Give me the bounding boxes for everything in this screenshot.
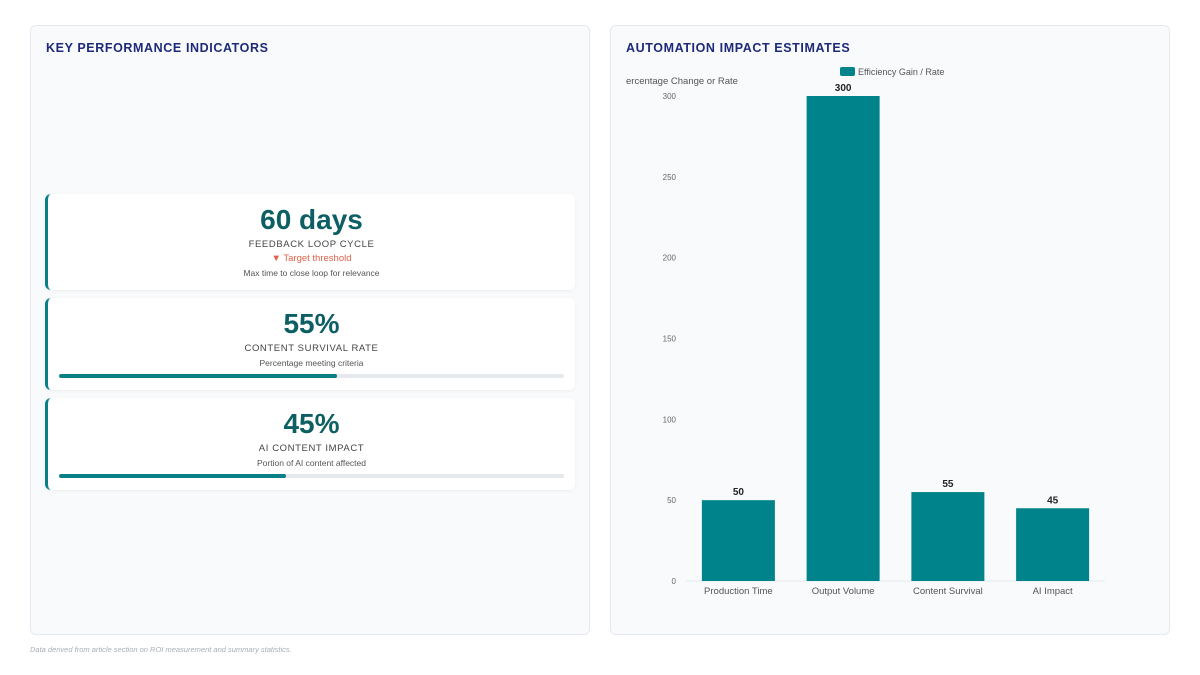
kpi-value: 60 days [260,204,363,235]
bar [701,500,775,581]
y-tick-label: 0 [672,577,677,586]
y-tick-label: 300 [663,92,677,101]
x-axis: Production Time Output Volume Content Surv… [704,586,1073,597]
kpi-card-feedback-loop: 60 days FEEDBACK LOOP CYCLE ▼ Target thr… [45,194,575,290]
y-axis: 0 50 100 150 200 250 300 [663,92,677,586]
y-tick-label: 250 [663,173,677,182]
kpi-card-content-survival: 55% CONTENT SURVIVAL RATE Percentage mee… [45,298,575,390]
progress-bar [59,474,564,478]
bar-value-label: 55 [942,479,954,490]
bar-value-label: 45 [1047,495,1059,506]
y-tick-label: 100 [663,415,677,424]
progress-fill [59,474,287,478]
y-tick-label: 200 [663,254,677,263]
legend-swatch [840,67,855,76]
footnote: Data derived from article section on ROI… [30,645,292,654]
kpi-label: CONTENT SURVIVAL RATE [244,343,379,354]
bar-series: 50 300 55 45 [701,83,1090,581]
kpi-description: Portion of AI content affected [256,458,366,468]
kpi-trend: ▼ Target threshold [271,253,352,264]
x-tick-label: Output Volume [812,586,875,597]
bar-value-label: 300 [835,83,852,94]
kpi-label: FEEDBACK LOOP CYCLE [248,239,375,250]
x-tick-label: Content Survival [913,586,983,597]
y-tick-label: 150 [663,335,677,344]
kpi-description: Percentage meeting criteria [259,358,364,368]
kpi-value: 55% [283,308,340,339]
x-tick-label: AI Impact [1033,586,1073,597]
kpi-label: AI CONTENT IMPACT [258,443,365,454]
progress-bar [59,374,564,378]
bar [1016,508,1090,581]
kpi-description: Max time to close loop for relevance [243,268,380,278]
kpi-panel-title: KEY PERFORMANCE INDICATORS [46,41,269,55]
chart-panel-title: AUTOMATION IMPACT ESTIMATES [626,41,851,55]
bar-chart: Efficiency Gain / Rate ercentage Change … [626,67,1105,597]
x-tick-label: Production Time [704,586,773,597]
bar [806,96,880,581]
y-axis-label: ercentage Change or Rate [626,76,738,87]
kpi-panel: KEY PERFORMANCE INDICATORS 60 days FEEDB… [30,25,590,635]
chart-legend: Efficiency Gain / Rate [840,67,944,77]
kpi-card-ai-impact: 45% AI CONTENT IMPACT Portion of AI cont… [45,398,575,490]
legend-label: Efficiency Gain / Rate [858,67,944,77]
chart-panel: AUTOMATION IMPACT ESTIMATES Efficiency G… [610,25,1170,635]
y-tick-label: 50 [667,496,676,505]
bar-value-label: 50 [733,487,745,498]
kpi-value: 45% [283,408,340,439]
bar [911,492,985,581]
progress-fill [59,374,337,378]
